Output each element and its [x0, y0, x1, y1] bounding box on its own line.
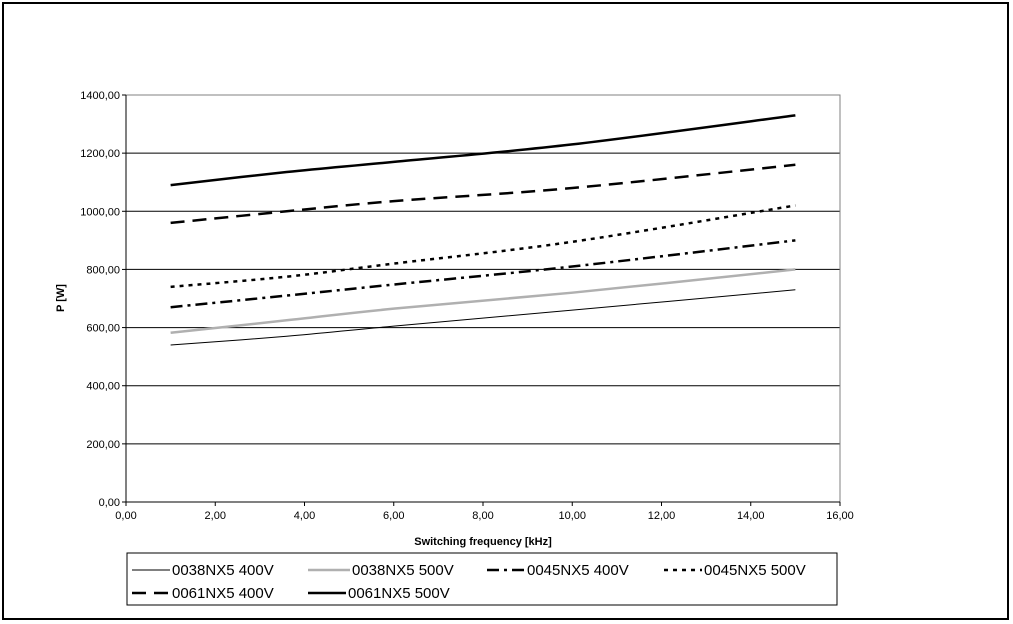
y-tick-label: 200,00 [86, 439, 120, 451]
y-axis-title: P [W] [55, 284, 67, 312]
y-tick-label: 600,00 [86, 323, 120, 335]
axes: 0,00 200,00 400,00 600,00 800,00 1000,00 1200,… [80, 90, 854, 522]
legend-label-5: 0061NX5 400V [172, 585, 274, 602]
x-tick-label: 8,00 [472, 510, 493, 522]
x-tick-label: 14,00 [737, 510, 765, 522]
x-tick-label: 4,00 [294, 510, 315, 522]
legend-box [126, 552, 838, 606]
legend-label-2: 0038NX5 500V [352, 562, 454, 579]
series-line-1 [170, 289, 796, 346]
y-tick-label: 1000,00 [80, 206, 120, 218]
series-line-5 [170, 163, 796, 225]
legend: 0038NX5 400V 0038NX5 500V 0045NX5 400V 0045… [132, 562, 806, 602]
y-tick-label: 1400,00 [80, 90, 120, 102]
series-line-3 [170, 239, 796, 309]
y-tick-label: 1200,00 [80, 148, 120, 160]
legend-label-4: 0045NX5 500V [704, 562, 806, 579]
x-tick-label: 10,00 [558, 510, 586, 522]
y-tick-label: 800,00 [86, 264, 120, 276]
series-layer [170, 114, 796, 346]
y-tick-label: 0,00 [99, 497, 120, 509]
x-tick-label: 12,00 [648, 510, 676, 522]
x-tick-label: 0,00 [115, 510, 136, 522]
gridlines [126, 94, 840, 445]
x-axis-title: Switching frequency [kHz] [414, 536, 552, 548]
legend-label-3: 0045NX5 400V [527, 562, 629, 579]
x-tick-label: 2,00 [205, 510, 226, 522]
legend-label-1: 0038NX5 400V [172, 562, 274, 579]
y-tick-label: 400,00 [86, 381, 120, 393]
plot-area-border [125, 94, 841, 503]
x-tick-label: 16,00 [826, 510, 854, 522]
series-line-4 [170, 204, 796, 289]
legend-label-6: 0061NX5 500V [348, 585, 450, 602]
series-line-6 [170, 114, 796, 187]
x-tick-label: 6,00 [383, 510, 404, 522]
series-line-2 [170, 268, 796, 335]
